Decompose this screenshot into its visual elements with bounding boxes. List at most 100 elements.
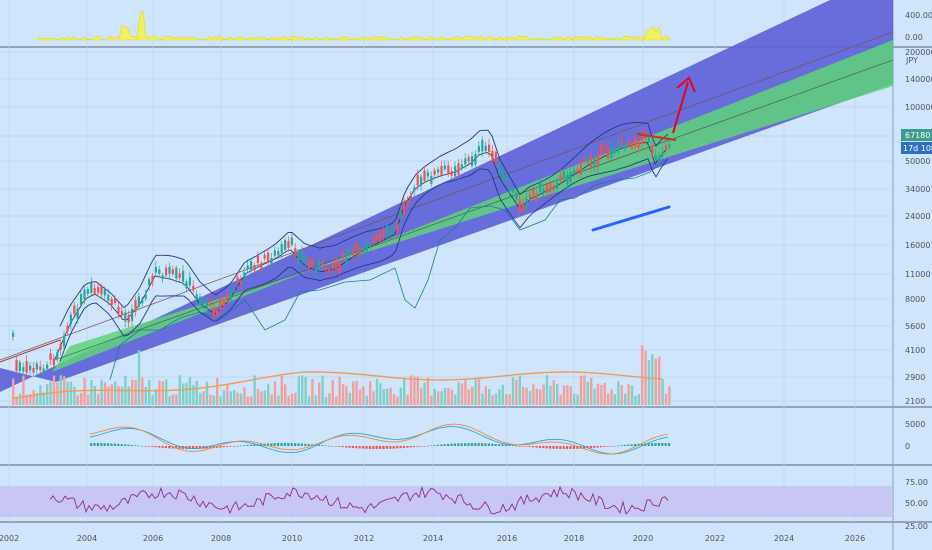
volume-bar xyxy=(372,391,375,405)
macd-bar xyxy=(542,446,545,449)
candle xyxy=(471,151,474,169)
volume-bar xyxy=(515,379,518,405)
volume-bar xyxy=(52,375,56,405)
candle xyxy=(583,154,586,165)
volume-bar xyxy=(522,386,525,405)
price-axis: 200000 140000 100000 50000 34000 24000 16000 11… xyxy=(905,48,932,406)
macd-bar xyxy=(317,444,320,446)
macd-bar xyxy=(362,446,365,449)
volume-bar xyxy=(212,395,215,405)
macd-bar xyxy=(555,446,558,449)
macd-bar xyxy=(253,444,256,446)
candle xyxy=(188,271,191,289)
volume-bar xyxy=(593,388,596,405)
macd-bar xyxy=(382,446,385,449)
macd-bar xyxy=(260,443,263,446)
macd-bar xyxy=(481,443,484,446)
macd-bar xyxy=(379,446,382,449)
volume-bar xyxy=(668,386,671,405)
volume-bar xyxy=(107,386,110,405)
candle xyxy=(382,225,385,242)
candle xyxy=(528,188,531,202)
volume-bar xyxy=(307,396,311,405)
candle xyxy=(600,141,603,161)
volume-bar xyxy=(535,388,538,405)
volume-bar xyxy=(202,391,205,405)
candle xyxy=(596,151,599,173)
candle xyxy=(46,361,49,373)
volume-bar xyxy=(195,380,198,405)
macd-bar xyxy=(229,446,232,447)
macd-bar xyxy=(232,446,235,447)
candle xyxy=(403,197,406,219)
macd-bar xyxy=(515,445,518,447)
macd-bar xyxy=(372,446,375,449)
macd-bar xyxy=(277,443,280,446)
volume-bar xyxy=(651,354,654,405)
volume-bar xyxy=(358,389,362,405)
macd-bar xyxy=(110,443,113,446)
countdown-badge: 17d 10h xyxy=(901,142,932,154)
candle xyxy=(127,310,130,328)
macd-bar xyxy=(188,446,191,449)
volume-bar xyxy=(175,394,178,405)
macd-bar xyxy=(375,446,378,449)
macd-bar xyxy=(161,446,164,448)
candle xyxy=(630,140,633,151)
volume-bar xyxy=(93,386,96,405)
candle xyxy=(219,292,222,315)
macd-bar xyxy=(239,445,242,447)
macd-line xyxy=(89,426,669,455)
top-panel-axis: 400.00 0.00 xyxy=(905,11,932,42)
macd-bar xyxy=(287,443,290,446)
candle xyxy=(348,244,351,259)
candle xyxy=(39,360,42,374)
candle xyxy=(375,231,378,243)
macd-bar xyxy=(447,443,450,446)
candle xyxy=(389,225,392,240)
volume-bar xyxy=(413,376,416,405)
rsi-tick-label: 75.00 xyxy=(905,478,928,487)
price-tick-label: 2100 xyxy=(905,397,925,406)
macd-tick-label: 5000 xyxy=(905,420,925,429)
volume-bar xyxy=(216,377,219,405)
macd-bar xyxy=(623,444,626,446)
candle xyxy=(63,330,66,351)
candle xyxy=(18,359,21,376)
volume-bar xyxy=(491,395,494,405)
macd-bar xyxy=(651,443,654,446)
volume-bar xyxy=(556,383,559,405)
candle xyxy=(556,177,559,193)
volume-bar xyxy=(199,392,202,405)
volume-bar xyxy=(270,394,273,405)
candle xyxy=(447,160,450,178)
volume-bar xyxy=(545,375,549,405)
candle xyxy=(511,186,514,196)
macd-bar xyxy=(511,445,514,446)
candle xyxy=(222,296,225,311)
volume-bar xyxy=(437,391,440,405)
macd-bar xyxy=(436,444,439,446)
volume-bar xyxy=(226,383,229,405)
macd-bar xyxy=(654,443,657,446)
candle xyxy=(515,189,518,203)
candle xyxy=(460,159,463,172)
volume-bar xyxy=(66,381,69,405)
volume-bar xyxy=(583,375,586,405)
candle xyxy=(522,197,525,215)
macd-bar xyxy=(300,443,303,446)
macd-bar xyxy=(154,446,157,448)
volume-bar xyxy=(607,393,610,405)
candle xyxy=(49,348,52,365)
macd-bar xyxy=(559,446,562,449)
candle xyxy=(52,354,55,369)
volume-bar xyxy=(117,386,120,405)
macd-bar xyxy=(93,443,96,446)
candle xyxy=(658,152,661,167)
candle xyxy=(12,329,15,341)
macd-bar xyxy=(249,444,252,446)
candle xyxy=(76,304,79,324)
candle xyxy=(199,293,202,309)
macd-bar xyxy=(171,446,174,449)
channel-inner-band xyxy=(52,40,893,372)
